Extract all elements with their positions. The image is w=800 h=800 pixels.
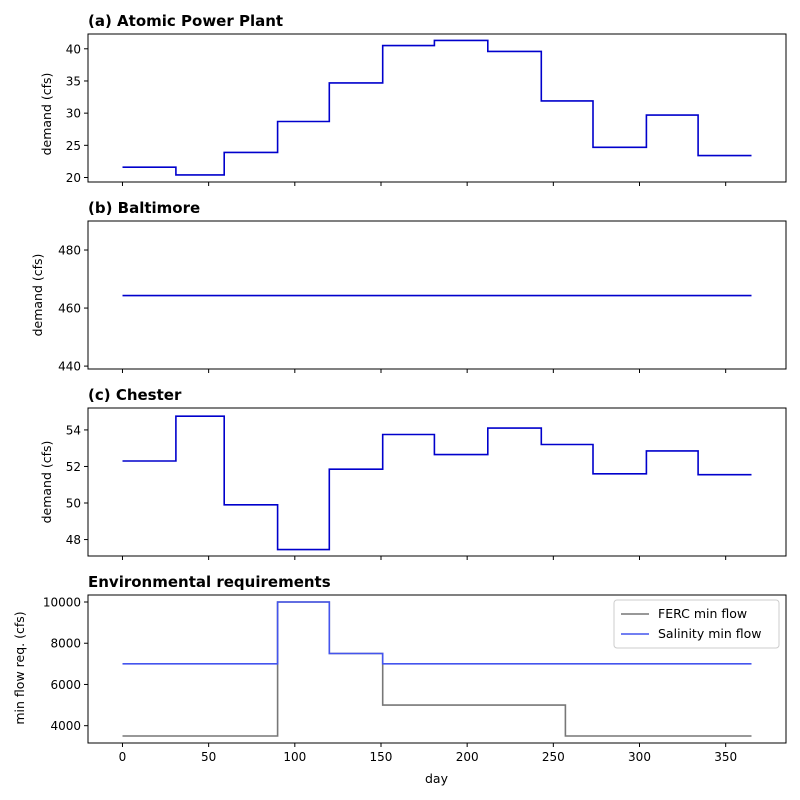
panel-title: (a) Atomic Power Plant [88, 12, 283, 30]
y-axis-label: min flow req. (cfs) [12, 611, 27, 724]
y-tick-label: 440 [58, 360, 81, 374]
y-tick-label: 4000 [50, 719, 81, 733]
legend-label-ferc: FERC min flow [658, 606, 747, 621]
panel-title: Environmental requirements [88, 573, 331, 591]
y-tick-label: 30 [66, 107, 81, 121]
x-axis-label: day [425, 771, 449, 786]
y-tick-label: 25 [66, 139, 81, 153]
y-ticks: 440 460 480 [58, 244, 88, 374]
panel-chester: (c) Chester demand (cfs) 48 50 52 54 [39, 386, 787, 560]
series-group [122, 601, 752, 737]
y-tick-label: 20 [66, 171, 81, 185]
y-axis-label: demand (cfs) [39, 441, 54, 524]
y-tick-label: 480 [58, 244, 81, 258]
x-ticks [121, 182, 727, 186]
series-line-salinity-min-flow [122, 601, 752, 665]
x-ticks [121, 556, 727, 560]
y-ticks: 4000 6000 8000 10000 [43, 596, 88, 733]
panel-atomic-power-plant: (a) Atomic Power Plant demand (cfs) 20 25… [39, 12, 787, 186]
legend-box [613, 599, 780, 649]
x-tick-label: 0 [119, 750, 127, 764]
x-tick-label: 300 [628, 750, 651, 764]
x-tick-label: 200 [456, 750, 479, 764]
series-group [122, 39, 752, 176]
y-tick-label: 40 [66, 42, 81, 56]
y-tick-label: 54 [66, 423, 81, 437]
y-axis-label: demand (cfs) [39, 73, 54, 156]
panel-environmental-requirements: Environmental requirements min flow req.… [12, 573, 787, 786]
panel-title: (c) Chester [88, 386, 182, 404]
y-ticks: 48 50 52 54 [66, 423, 88, 547]
y-ticks: 20 25 30 35 40 [66, 42, 88, 185]
plot-frame [87, 407, 787, 557]
x-ticks: 0 50 100 150 200 250 300 350 [119, 743, 737, 764]
y-tick-label: 48 [66, 533, 81, 547]
series-line-0 [122, 415, 752, 551]
series-line-0 [122, 39, 752, 176]
series-group [122, 415, 752, 551]
x-ticks [121, 369, 727, 373]
y-tick-label: 10000 [43, 596, 81, 610]
y-tick-label: 6000 [50, 678, 81, 692]
y-tick-label: 35 [66, 74, 81, 88]
y-tick-label: 50 [66, 497, 81, 511]
y-tick-label: 52 [66, 460, 81, 474]
legend: FERC min flow Salinity min flow [613, 599, 780, 649]
y-tick-label: 8000 [50, 637, 81, 651]
x-tick-label: 150 [370, 750, 393, 764]
x-tick-label: 50 [201, 750, 216, 764]
x-tick-label: 250 [542, 750, 565, 764]
legend-label-salinity: Salinity min flow [658, 626, 762, 641]
x-tick-label: 350 [714, 750, 737, 764]
panel-title: (b) Baltimore [88, 199, 200, 217]
y-axis-label: demand (cfs) [30, 254, 45, 337]
plot-frame [87, 594, 787, 744]
panel-baltimore: (b) Baltimore demand (cfs) 440 460 480 [30, 199, 787, 374]
x-tick-label: 100 [283, 750, 306, 764]
y-tick-label: 460 [58, 302, 81, 316]
plot-frame [87, 220, 787, 370]
plot-frame [87, 33, 787, 183]
